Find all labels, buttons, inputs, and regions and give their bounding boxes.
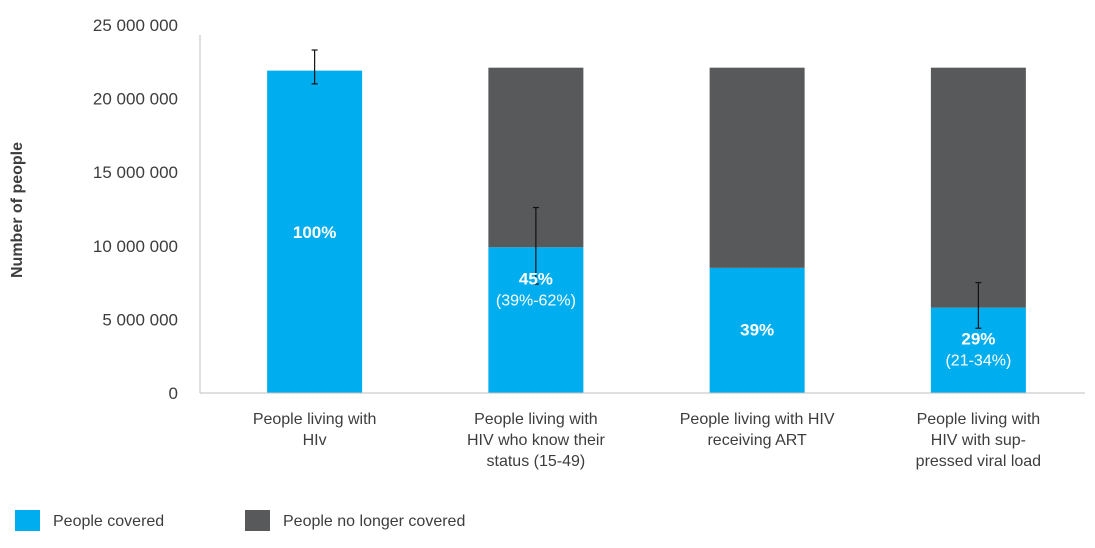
category-label-line: People living with HIV <box>680 411 835 428</box>
data-label: 39% <box>740 320 774 339</box>
error-bars <box>311 49 982 329</box>
category-label: People living with HIv <box>253 411 377 449</box>
bar-not-covered <box>709 67 805 268</box>
category-label: People living with HIV who know their stat… <box>467 411 606 470</box>
y-tick-label: 5 000 000 <box>102 310 178 329</box>
category-label-line: HIV with sup- <box>931 432 1026 449</box>
legend-swatch <box>15 510 40 531</box>
y-axis-label: Number of people <box>9 142 26 278</box>
category-label-line: receiving ART <box>707 432 807 449</box>
legend-label: People covered <box>53 513 164 530</box>
bar-covered <box>267 70 363 393</box>
y-axis-ticks: 0 5 000 000 10 000 000 15 000 000 20 000 000… <box>93 16 178 403</box>
data-label: 29% <box>961 330 995 349</box>
y-tick-label: 0 <box>169 384 178 403</box>
category-label: People living with HIV receiving ART <box>680 411 835 449</box>
category-label: People living with HIV with sup-pressed v… <box>916 411 1041 470</box>
bar-not-covered <box>930 67 1026 308</box>
data-labels: 100% 45% (39%-62%) 39% 29% (21-34%) <box>293 223 1011 370</box>
legend-swatch <box>245 510 270 531</box>
category-label-line: People living with <box>917 411 1041 428</box>
category-label-line: HIv <box>303 432 327 449</box>
category-label-line: HIV who know their <box>467 432 606 449</box>
category-labels: People living with HIv People living with H… <box>253 411 1041 470</box>
legend: People covered People no longer covered <box>15 510 465 531</box>
category-label-line: People living with <box>253 411 377 428</box>
data-label-range: (39%-62%) <box>496 292 576 309</box>
category-label-line: status (15-49) <box>487 453 586 470</box>
y-tick-label: 15 000 000 <box>93 163 178 182</box>
y-tick-label: 20 000 000 <box>93 90 178 109</box>
data-label: 100% <box>293 223 336 242</box>
data-label: 45% <box>519 269 553 288</box>
data-label-range: (21-34%) <box>945 353 1011 370</box>
category-label-line: People living with <box>474 411 598 428</box>
bar-covered <box>709 267 805 393</box>
legend-label: People no longer covered <box>283 513 465 530</box>
category-label-line: pressed viral load <box>916 453 1041 470</box>
y-tick-label: 10 000 000 <box>93 237 178 256</box>
y-tick-label: 25 000 000 <box>93 16 178 35</box>
bars <box>267 67 1026 393</box>
